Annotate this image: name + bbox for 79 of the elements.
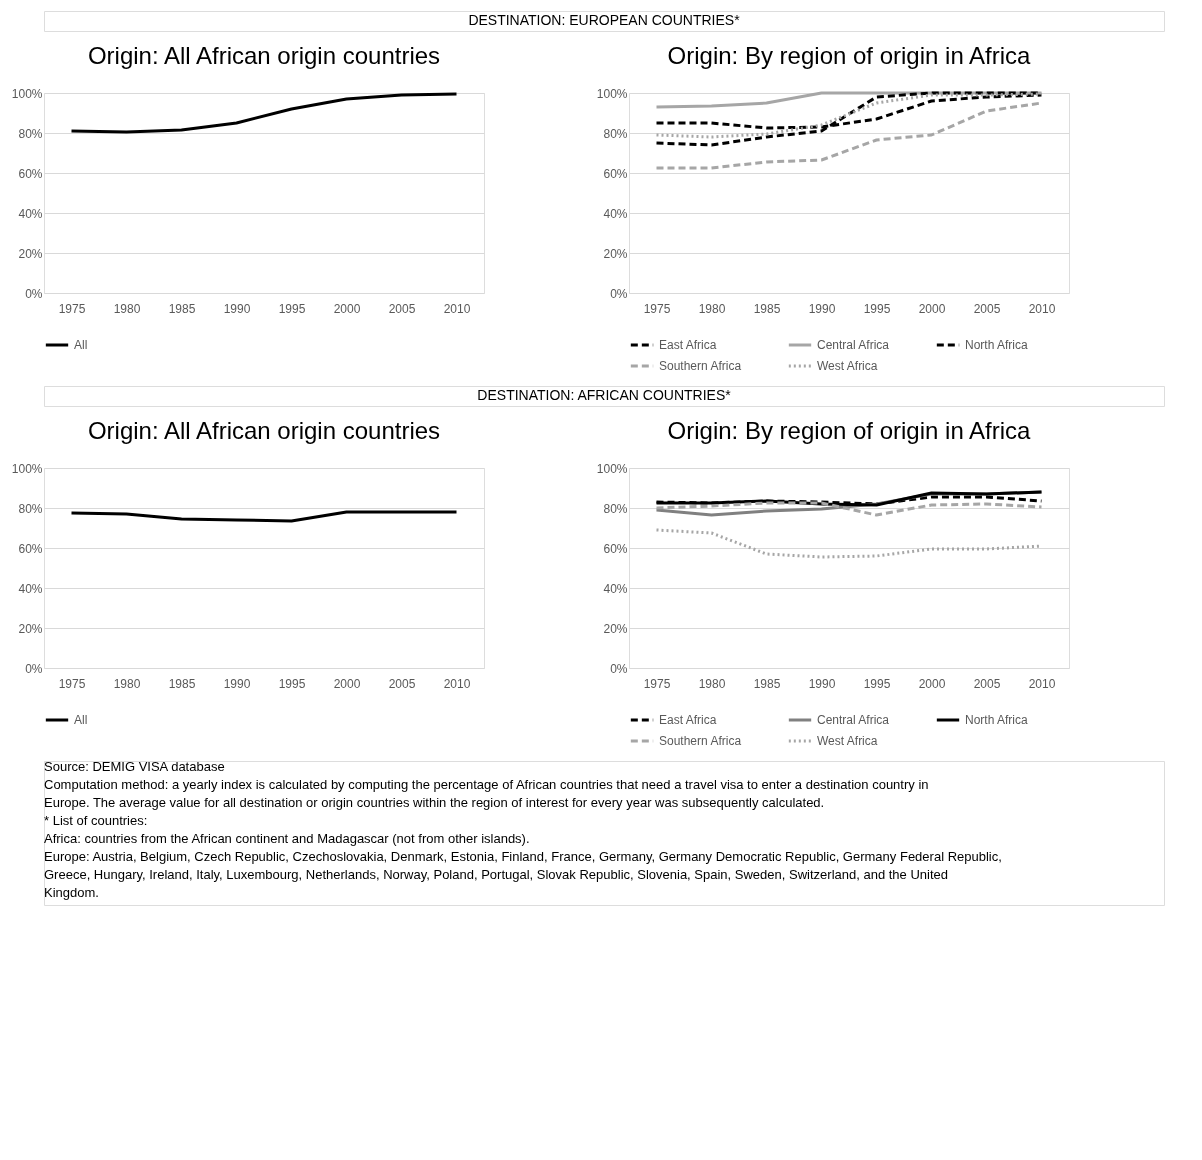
legend-label: North Africa xyxy=(965,713,1029,727)
y-tick-label: 80% xyxy=(603,126,628,141)
y-tick-label: 40% xyxy=(603,206,628,221)
x-tick-label: 1995 xyxy=(278,676,306,691)
legend-label: West Africa xyxy=(817,734,878,748)
y-tick-label: 0% xyxy=(610,286,628,301)
x-tick-label: 2000 xyxy=(333,301,361,316)
x-tick-label: 1985 xyxy=(168,301,196,316)
text: Europe: Austria, Belgium, Czech Republic, Czechoslovakia, Denmark, Estonia, Finland, France, Germany, Germany Democratic Republic, Germany Federal Republic, Greece, Hungary, Ireland, Italy, Luxembourg, Netherlands, Norway, Poland, Portugal, Slovak Republic, Slovenia, Spain, Sweden, Switzerland, and the United Kingdom. xyxy=(44,849,1002,900)
y-tick-label: 100% xyxy=(11,86,43,101)
x-tick-label: 1975 xyxy=(643,676,671,691)
x-tick-label: 1980 xyxy=(698,676,726,691)
legend-label: Central Africa xyxy=(817,713,890,727)
x-tick-label: 1975 xyxy=(58,301,86,316)
y-tick-label: 60% xyxy=(603,166,628,181)
x-tick-label: 1995 xyxy=(863,301,891,316)
y-tick-label: 40% xyxy=(18,581,43,596)
x-tick-label: 1985 xyxy=(168,676,196,691)
y-tick-label: 0% xyxy=(610,661,628,676)
legend-label: All xyxy=(74,713,88,727)
x-tick-label: 1975 xyxy=(58,676,86,691)
legend-label: All xyxy=(74,338,88,352)
x-tick-label: 2010 xyxy=(1028,676,1056,691)
x-tick-label: 2010 xyxy=(443,676,471,691)
x-tick-label: 2005 xyxy=(388,301,416,316)
x-tick-label: 1995 xyxy=(863,676,891,691)
x-tick-label: 1985 xyxy=(753,301,781,316)
y-tick-label: 100% xyxy=(596,461,628,476)
y-tick-label: 0% xyxy=(25,286,43,301)
x-tick-label: 1990 xyxy=(223,676,251,691)
y-tick-label: 40% xyxy=(18,206,43,221)
x-tick-label: 2005 xyxy=(388,676,416,691)
legend-label: West Africa xyxy=(817,359,878,373)
x-tick-label: 1975 xyxy=(643,301,671,316)
legend-label: Central Africa xyxy=(817,338,890,352)
y-tick-label: 100% xyxy=(596,86,628,101)
y-tick-label: 0% xyxy=(25,661,43,676)
text: * List of countries: xyxy=(44,813,148,828)
y-tick-label: 100% xyxy=(11,461,43,476)
y-tick-label: 20% xyxy=(18,621,43,636)
x-tick-label: 2000 xyxy=(333,676,361,691)
chart-title: Origin: By region of origin in Africa xyxy=(667,42,1032,69)
text: DESTINATION: EUROPEAN COUNTRIES* xyxy=(468,12,741,28)
source-note: Source: DEMIG VISA database xyxy=(44,759,225,774)
x-tick-label: 1980 xyxy=(113,676,141,691)
y-tick-label: 20% xyxy=(603,246,628,261)
text: Computation method: a yearly index is calculated by computing the percentage of African countries that need a travel visa to enter a destination country in Europe. The average value for all destination or origin countries within the region of interest for every year was subsequently calculated. xyxy=(44,777,929,810)
text: DESTINATION: AFRICAN COUNTRIES* xyxy=(477,387,732,403)
x-tick-label: 1990 xyxy=(223,301,251,316)
legend-label: Southern Africa xyxy=(659,359,742,373)
y-tick-label: 40% xyxy=(603,581,628,596)
legend-label: East Africa xyxy=(659,713,717,727)
y-tick-label: 80% xyxy=(603,501,628,516)
y-tick-label: 20% xyxy=(18,246,43,261)
x-tick-label: 2005 xyxy=(973,301,1001,316)
x-tick-label: 2010 xyxy=(443,301,471,316)
legend-label: Southern Africa xyxy=(659,734,742,748)
x-tick-label: 1995 xyxy=(278,301,306,316)
y-tick-label: 80% xyxy=(18,501,43,516)
x-tick-label: 2000 xyxy=(918,676,946,691)
x-tick-label: 1980 xyxy=(698,301,726,316)
text: Africa: countries from the African continent and Madagascar (not from other islands). xyxy=(44,831,530,846)
x-tick-label: 1990 xyxy=(808,676,836,691)
chart-title: Origin: By region of origin in Africa xyxy=(667,417,1032,444)
x-tick-label: 1980 xyxy=(113,301,141,316)
x-tick-label: 2005 xyxy=(973,676,1001,691)
x-tick-label: 2010 xyxy=(1028,301,1056,316)
y-tick-label: 80% xyxy=(18,126,43,141)
y-tick-label: 60% xyxy=(18,166,43,181)
x-tick-label: 2000 xyxy=(918,301,946,316)
y-tick-label: 60% xyxy=(603,541,628,556)
chart-title: Origin: All African origin countries xyxy=(87,42,441,69)
chart-title: Origin: All African origin countries xyxy=(87,417,441,444)
x-tick-label: 1985 xyxy=(753,676,781,691)
y-tick-label: 60% xyxy=(18,541,43,556)
x-tick-label: 1990 xyxy=(808,301,836,316)
y-tick-label: 20% xyxy=(603,621,628,636)
legend-label: East Africa xyxy=(659,338,717,352)
legend-label: North Africa xyxy=(965,338,1029,352)
